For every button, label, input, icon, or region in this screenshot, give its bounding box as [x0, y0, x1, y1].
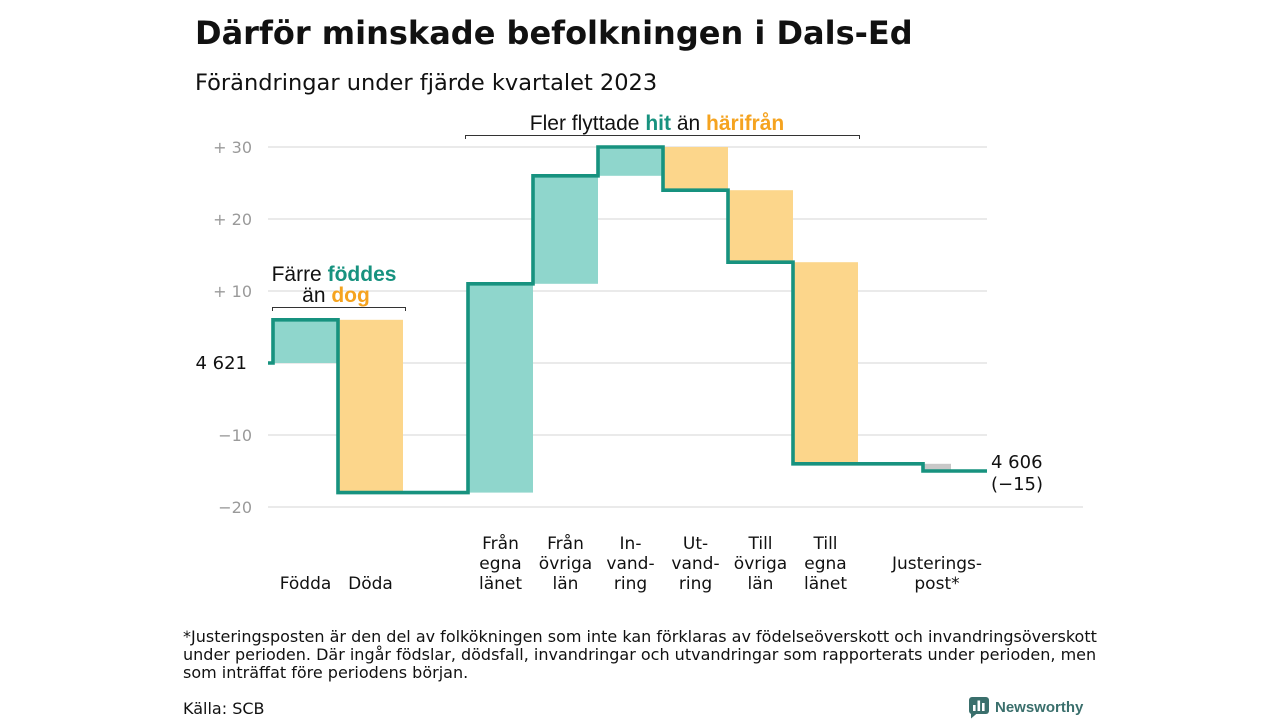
category-label-line: Till	[747, 534, 772, 554]
migration-bracket	[465, 135, 860, 139]
migration-annotation-prefix: Fler flyttade	[530, 112, 640, 135]
logo-bar	[973, 705, 976, 711]
brand-name: Newsworthy	[995, 699, 1084, 716]
births-bracket	[272, 307, 406, 311]
migration-annotation-out: härifrån	[706, 112, 784, 135]
births-annotation-died: dog	[331, 284, 369, 307]
category-label-line: egna	[479, 554, 521, 574]
category-label-line: Ut-	[683, 534, 708, 554]
y-axis-tick-labels: + 30 + 20 + 10 4 621 −10 −20	[195, 138, 252, 517]
y-tick-label: −10	[218, 426, 252, 445]
cumulative-population-line	[268, 145, 987, 495]
bar-till-ovriga-lan	[728, 190, 793, 263]
bar-fran-ovriga-lan	[533, 175, 598, 284]
category-label-line: Från	[482, 533, 519, 554]
births-annotation-than: än	[302, 284, 325, 307]
births-annotation-born: föddes	[328, 263, 397, 286]
x-axis-category-labels: Födda DödaFrånegnalänetFrånövrigalänIn-va…	[280, 533, 982, 594]
bar-justeringspost	[923, 463, 951, 471]
chart-subtitle: Förändringar under fjärde kvartalet 2023	[195, 70, 657, 96]
total-change-label: (−15)	[991, 474, 1043, 495]
footnote: *Justeringsposten är den del av folkökni…	[183, 627, 1097, 682]
category-label-line: Justerings-	[891, 554, 982, 574]
y-tick-label: + 20	[213, 210, 252, 229]
footnote-line: under perioden. Där ingår födslar, dödsf…	[183, 645, 1096, 664]
category-label-line: län	[748, 574, 774, 594]
bar-doda	[338, 319, 403, 493]
y-tick-label: + 30	[213, 138, 252, 157]
waterfall-bars	[273, 147, 951, 493]
bar-utvandring	[663, 147, 728, 191]
bar-fodda	[273, 319, 338, 363]
category-label-line: vand-	[671, 554, 719, 574]
migration-annotation-middle: än	[677, 112, 700, 135]
births-annotation-line1: Färre föddes	[272, 263, 397, 286]
births-annotation-prefix: Färre	[272, 263, 322, 286]
births-annotation-line2: än dog	[302, 284, 370, 307]
migration-annotation-text: Fler flyttade hit än härifrån	[530, 112, 784, 135]
y-tick-label: + 10	[213, 282, 252, 301]
bar-invandring	[598, 147, 663, 176]
migration-annotation-in: hit	[645, 112, 671, 135]
category-label-line: länet	[479, 574, 522, 594]
category-label-line: Till	[812, 534, 837, 554]
source-credit: Källa: SCB	[183, 699, 265, 718]
category-label-line: Från	[547, 533, 584, 554]
category-label-doda: Döda	[348, 574, 393, 594]
category-label-line: ring	[614, 574, 647, 594]
category-label-fodda: Födda	[280, 574, 332, 594]
start-value-label: 4 621	[195, 353, 247, 374]
births-annotation: Färre föddes än dog	[272, 263, 406, 311]
end-value-label: 4 606	[991, 452, 1043, 473]
category-label-line: övriga	[734, 554, 787, 574]
category-label-line: ring	[679, 574, 712, 594]
footnote-line: *Justeringsposten är den del av folkökni…	[183, 627, 1097, 646]
category-label-line: vand-	[606, 554, 654, 574]
logo-bar	[982, 703, 985, 711]
category-label-line: Döda	[348, 574, 393, 594]
category-label-line: Födda	[280, 574, 332, 594]
category-label-line: länet	[804, 574, 847, 594]
logo-bar	[977, 700, 981, 711]
logo-bubble-tail	[971, 712, 978, 719]
newsworthy-logo-icon	[969, 697, 989, 719]
migration-annotation: Fler flyttade hit än härifrån	[465, 112, 860, 139]
newsworthy-logo: Newsworthy	[969, 697, 1084, 719]
category-label-line: In-	[620, 534, 642, 554]
y-tick-label: −20	[218, 498, 252, 517]
footnote-line: som inträffat före periodens början.	[183, 663, 468, 682]
category-label-invandring: In-vand-ring	[606, 534, 654, 594]
category-label-line: egna	[804, 554, 846, 574]
category-label-utvandring: Ut-vand-ring	[671, 534, 719, 594]
category-label-line: övriga	[539, 554, 592, 574]
bar-till-egna-lanet	[793, 262, 858, 464]
chart-title: Därför minskade befolkningen i Dals-Ed	[195, 14, 913, 52]
category-label-justeringspost: Justerings-post*	[891, 554, 982, 594]
category-label-line: post*	[914, 574, 959, 594]
category-label-line: län	[553, 574, 579, 594]
bar-fran-egna-lanet	[468, 283, 533, 493]
